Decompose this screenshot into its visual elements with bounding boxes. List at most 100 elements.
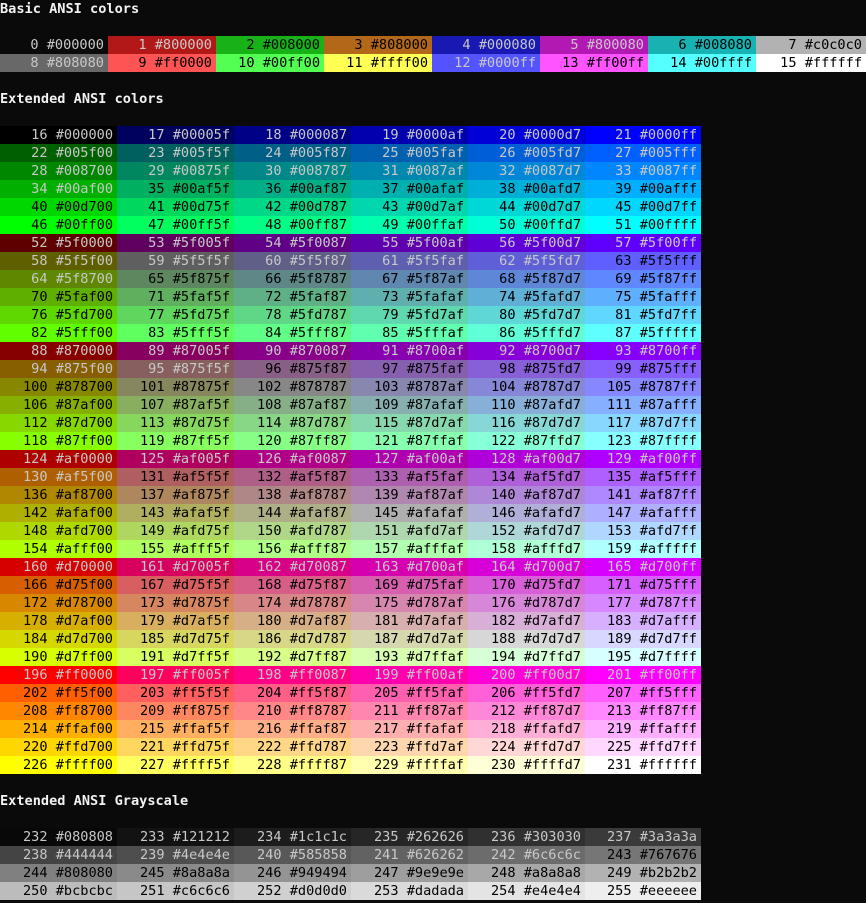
color-swatch: 49 #00ffaf — [351, 216, 468, 234]
color-swatch: 161 #d7005f — [117, 558, 234, 576]
color-swatch: 196 #ff0000 — [0, 666, 117, 684]
color-swatch: 68 #5f87d7 — [468, 270, 585, 288]
color-swatch: 166 #d75f00 — [0, 576, 117, 594]
color-swatch: 132 #af5f87 — [234, 468, 351, 486]
color-swatch: 50 #00ffd7 — [468, 216, 585, 234]
color-swatch: 174 #d78787 — [234, 594, 351, 612]
color-swatch: 177 #d787ff — [585, 594, 701, 612]
color-swatch: 216 #ffaf87 — [234, 720, 351, 738]
color-swatch: 178 #d7af00 — [0, 612, 117, 630]
color-swatch: 114 #87d787 — [234, 414, 351, 432]
color-swatch: 225 #ffd7ff — [585, 738, 701, 756]
color-swatch: 126 #af0087 — [234, 450, 351, 468]
color-swatch: 205 #ff5faf — [351, 684, 468, 702]
color-swatch: 133 #af5faf — [351, 468, 468, 486]
color-swatch: 144 #afaf87 — [234, 504, 351, 522]
color-swatch: 232 #080808 — [0, 828, 117, 846]
color-swatch: 42 #00d787 — [234, 198, 351, 216]
color-swatch: 138 #af8787 — [234, 486, 351, 504]
color-swatch: 67 #5f87af — [351, 270, 468, 288]
color-swatch: 136 #af8700 — [0, 486, 117, 504]
color-swatch: 248 #a8a8a8 — [468, 864, 585, 882]
color-swatch: 13 #ff00ff — [540, 54, 648, 72]
color-swatch: 113 #87d75f — [117, 414, 234, 432]
color-swatch: 118 #87ff00 — [0, 432, 117, 450]
color-swatch: 84 #5fff87 — [234, 324, 351, 342]
color-swatch: 65 #5f875f — [117, 270, 234, 288]
color-swatch: 7 #c0c0c0 — [756, 36, 866, 54]
color-swatch: 4 #000080 — [432, 36, 540, 54]
color-swatch: 74 #5fafd7 — [468, 288, 585, 306]
color-swatch: 51 #00ffff — [585, 216, 701, 234]
color-swatch: 117 #87d7ff — [585, 414, 701, 432]
color-swatch: 104 #8787d7 — [468, 378, 585, 396]
color-swatch: 128 #af00d7 — [468, 450, 585, 468]
color-swatch: 207 #ff5fff — [585, 684, 701, 702]
color-swatch: 212 #ff87d7 — [468, 702, 585, 720]
color-swatch: 179 #d7af5f — [117, 612, 234, 630]
color-swatch: 175 #d787af — [351, 594, 468, 612]
color-swatch: 137 #af875f — [117, 486, 234, 504]
color-swatch: 141 #af87ff — [585, 486, 701, 504]
color-swatch: 131 #af5f5f — [117, 468, 234, 486]
color-swatch: 170 #d75fd7 — [468, 576, 585, 594]
color-swatch: 214 #ffaf00 — [0, 720, 117, 738]
color-swatch: 34 #00af00 — [0, 180, 117, 198]
color-swatch: 236 #303030 — [468, 828, 585, 846]
color-swatch: 102 #878787 — [234, 378, 351, 396]
color-swatch: 147 #afafff — [585, 504, 701, 522]
color-swatch: 100 #878700 — [0, 378, 117, 396]
color-swatch: 158 #afffd7 — [468, 540, 585, 558]
color-swatch: 109 #87afaf — [351, 396, 468, 414]
color-swatch: 32 #0087d7 — [468, 162, 585, 180]
color-swatch: 190 #d7ff00 — [0, 648, 117, 666]
color-swatch: 90 #870087 — [234, 342, 351, 360]
color-swatch: 180 #d7af87 — [234, 612, 351, 630]
color-swatch: 151 #afd7af — [351, 522, 468, 540]
color-swatch: 94 #875f00 — [0, 360, 117, 378]
color-swatch: 209 #ff875f — [117, 702, 234, 720]
color-swatch: 163 #d700af — [351, 558, 468, 576]
color-swatch: 238 #444444 — [0, 846, 117, 864]
color-swatch: 127 #af00af — [351, 450, 468, 468]
color-swatch: 215 #ffaf5f — [117, 720, 234, 738]
heading-grayscale: Extended ANSI Grayscale — [0, 793, 189, 809]
color-swatch: 255 #eeeeee — [585, 882, 701, 900]
color-swatch: 201 #ff00ff — [585, 666, 701, 684]
color-swatch: 129 #af00ff — [585, 450, 701, 468]
color-swatch: 52 #5f0000 — [0, 234, 117, 252]
color-swatch: 251 #c6c6c6 — [117, 882, 234, 900]
color-swatch: 97 #875faf — [351, 360, 468, 378]
color-swatch: 171 #d75fff — [585, 576, 701, 594]
heading-extended-ansi: Extended ANSI colors — [0, 91, 164, 107]
color-swatch: 37 #00afaf — [351, 180, 468, 198]
color-swatch: 176 #d787d7 — [468, 594, 585, 612]
color-swatch: 229 #ffffaf — [351, 756, 468, 774]
color-swatch: 245 #8a8a8a — [117, 864, 234, 882]
color-swatch: 108 #87af87 — [234, 396, 351, 414]
color-swatch: 58 #5f5f00 — [0, 252, 117, 270]
color-swatch: 185 #d7d75f — [117, 630, 234, 648]
color-swatch: 45 #00d7ff — [585, 198, 701, 216]
color-swatch: 208 #ff8700 — [0, 702, 117, 720]
color-swatch: 95 #875f5f — [117, 360, 234, 378]
color-swatch: 119 #87ff5f — [117, 432, 234, 450]
color-swatch: 33 #0087ff — [585, 162, 701, 180]
color-swatch: 182 #d7afd7 — [468, 612, 585, 630]
color-swatch: 101 #87875f — [117, 378, 234, 396]
color-swatch: 223 #ffd7af — [351, 738, 468, 756]
color-swatch: 252 #d0d0d0 — [234, 882, 351, 900]
color-swatch: 234 #1c1c1c — [234, 828, 351, 846]
color-swatch: 155 #afff5f — [117, 540, 234, 558]
color-swatch: 31 #0087af — [351, 162, 468, 180]
color-swatch: 11 #ffff00 — [324, 54, 432, 72]
color-swatch: 99 #875fff — [585, 360, 701, 378]
color-swatch: 188 #d7d7d7 — [468, 630, 585, 648]
color-swatch: 46 #00ff00 — [0, 216, 117, 234]
color-swatch: 18 #000087 — [234, 126, 351, 144]
color-swatch: 72 #5faf87 — [234, 288, 351, 306]
color-swatch: 203 #ff5f5f — [117, 684, 234, 702]
color-swatch: 71 #5faf5f — [117, 288, 234, 306]
color-swatch: 38 #00afd7 — [468, 180, 585, 198]
color-swatch: 145 #afafaf — [351, 504, 468, 522]
